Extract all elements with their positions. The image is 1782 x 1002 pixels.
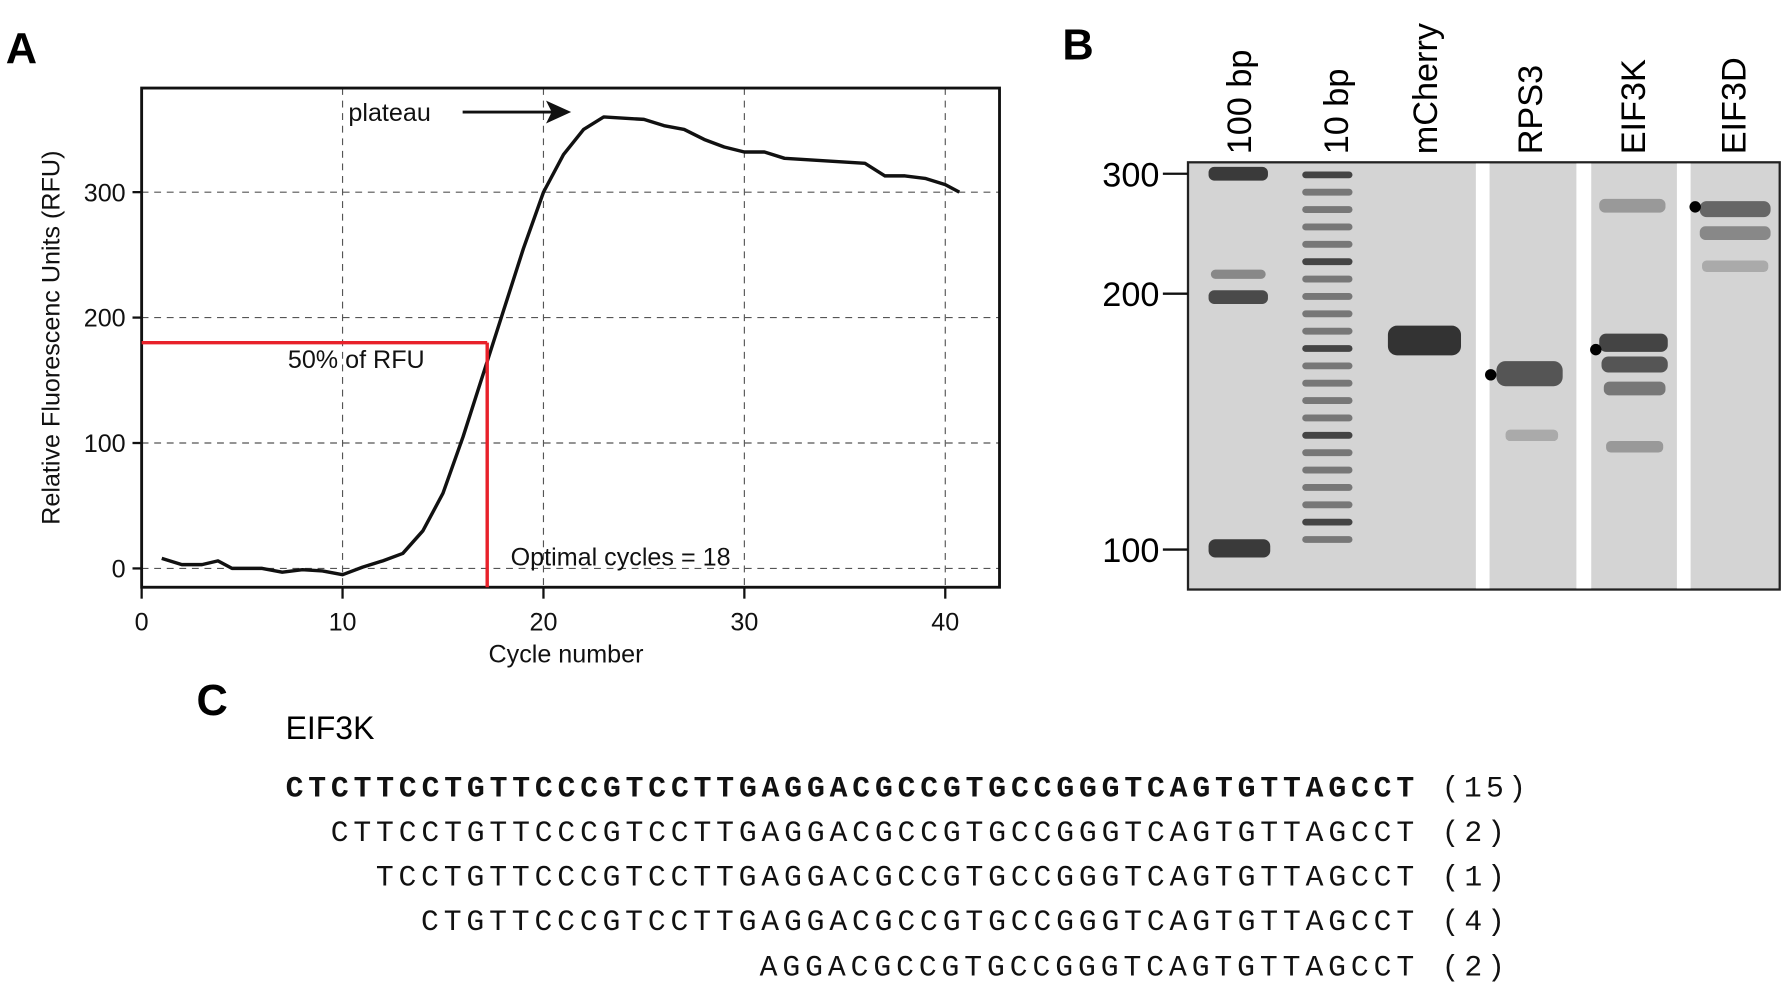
lane-gap bbox=[1475, 163, 1490, 589]
ladder-band bbox=[1302, 501, 1353, 509]
size-marker: 100 bbox=[1102, 532, 1159, 570]
gel-band bbox=[1599, 333, 1668, 352]
sequence: CTGTTCCCGTCCTTGAGGACGCCGTGCCGGGTCAGTGTTA… bbox=[421, 905, 1414, 939]
ladder-band bbox=[1302, 223, 1353, 231]
ladder-band bbox=[1302, 431, 1353, 439]
read-count: (2) bbox=[1442, 816, 1505, 850]
gel-band bbox=[1606, 441, 1664, 453]
panel-label: B bbox=[1062, 21, 1093, 69]
ladder-band bbox=[1302, 240, 1353, 248]
x-tick-label: 0 bbox=[135, 609, 149, 637]
gel-band bbox=[1505, 429, 1559, 442]
lane-label: EIF3K bbox=[1615, 59, 1653, 154]
gel-band bbox=[1699, 201, 1771, 218]
gel-band bbox=[1496, 361, 1563, 387]
ladder-band bbox=[1302, 327, 1353, 335]
ladder-band bbox=[1302, 449, 1353, 457]
y-tick-label: 100 bbox=[84, 430, 126, 458]
ladder-band bbox=[1302, 536, 1353, 543]
y-axis-label: Relative Fluorescenc Units (RFU) bbox=[37, 151, 65, 525]
gel-band bbox=[1603, 381, 1666, 396]
data-line bbox=[161, 115, 961, 577]
read-count: (4) bbox=[1442, 905, 1505, 939]
gel-band bbox=[1208, 290, 1268, 304]
ladder-band bbox=[1302, 275, 1353, 283]
ladder-band bbox=[1302, 206, 1353, 214]
lane-label: EIF3D bbox=[1715, 57, 1753, 154]
band-dot bbox=[1689, 201, 1701, 213]
annotation: 50% of RFU bbox=[288, 346, 425, 374]
ladder-band bbox=[1302, 518, 1353, 526]
sequence: CTTCCTGTTCCCGTCCTTGAGGACGCCGTGCCGGGTCAGT… bbox=[331, 816, 1414, 850]
band-dot bbox=[1590, 343, 1602, 356]
gel-band bbox=[1702, 260, 1769, 272]
lane-label: 100 bp bbox=[1221, 50, 1259, 155]
read-count: (1) bbox=[1442, 860, 1505, 894]
gel-band bbox=[1210, 269, 1266, 279]
annotation: plateau bbox=[348, 99, 430, 127]
y-tick-label: 0 bbox=[112, 556, 126, 584]
x-tick-label: 30 bbox=[730, 609, 758, 637]
ladder-band bbox=[1302, 414, 1353, 422]
sequence-title: EIF3K bbox=[286, 710, 375, 746]
ladder-band bbox=[1302, 171, 1353, 179]
lane-label: RPS3 bbox=[1512, 65, 1550, 154]
gel-band bbox=[1208, 539, 1271, 558]
ladder-band bbox=[1302, 483, 1353, 491]
gel-image: 300 200 100 100 bp 10 bp mCherry RPS3 EIF3K E… bbox=[1102, 22, 1781, 591]
ladder-band bbox=[1302, 310, 1353, 318]
ladder-band bbox=[1302, 258, 1353, 266]
size-marker: 300 bbox=[1102, 156, 1159, 194]
read-count: (15) bbox=[1442, 771, 1527, 805]
gel-band bbox=[1387, 325, 1462, 356]
lane-label: 10 bp bbox=[1318, 69, 1356, 155]
y-tick-label: 200 bbox=[84, 305, 126, 333]
x-axis-label: Cycle number bbox=[489, 641, 644, 669]
x-tick-label: 40 bbox=[931, 609, 959, 637]
ladder-band bbox=[1302, 292, 1353, 300]
panel-label: A bbox=[6, 25, 37, 73]
gel-band bbox=[1599, 198, 1666, 213]
sequence: AGGACGCCGTGCCGGGTCAGTGTTAGCCT bbox=[760, 951, 1415, 985]
arrow-head bbox=[546, 100, 572, 124]
band-dot bbox=[1485, 369, 1497, 381]
gel-band bbox=[1601, 356, 1668, 373]
panel-label: C bbox=[196, 677, 227, 725]
read-count: (2) bbox=[1442, 951, 1505, 985]
ladder-band bbox=[1302, 188, 1353, 196]
lane-label: mCherry bbox=[1407, 22, 1445, 154]
ladder-band bbox=[1302, 466, 1353, 474]
lane-gap bbox=[1676, 163, 1691, 589]
sequence: TCCTGTTCCCGTCCTTGAGGACGCCGTGCCGGGTCAGTGT… bbox=[376, 860, 1414, 894]
lane-gap bbox=[1576, 163, 1592, 589]
annotation: Optimal cycles = 18 bbox=[511, 544, 731, 572]
gel-band bbox=[1699, 226, 1771, 240]
ladder-band bbox=[1302, 379, 1353, 387]
x-tick-label: 10 bbox=[329, 609, 357, 637]
x-tick-label: 20 bbox=[529, 609, 557, 637]
gel-band bbox=[1208, 166, 1268, 181]
ladder-band bbox=[1302, 345, 1353, 352]
size-marker: 200 bbox=[1102, 276, 1159, 314]
sequence: CTCTTCCTGTTCCCGTCCTTGAGGACGCCGTGCCGGGTCA… bbox=[286, 771, 1415, 805]
y-tick-label: 300 bbox=[84, 179, 126, 207]
plot-frame bbox=[140, 86, 1001, 589]
ladder-band bbox=[1302, 397, 1353, 405]
ladder-band bbox=[1302, 362, 1353, 370]
